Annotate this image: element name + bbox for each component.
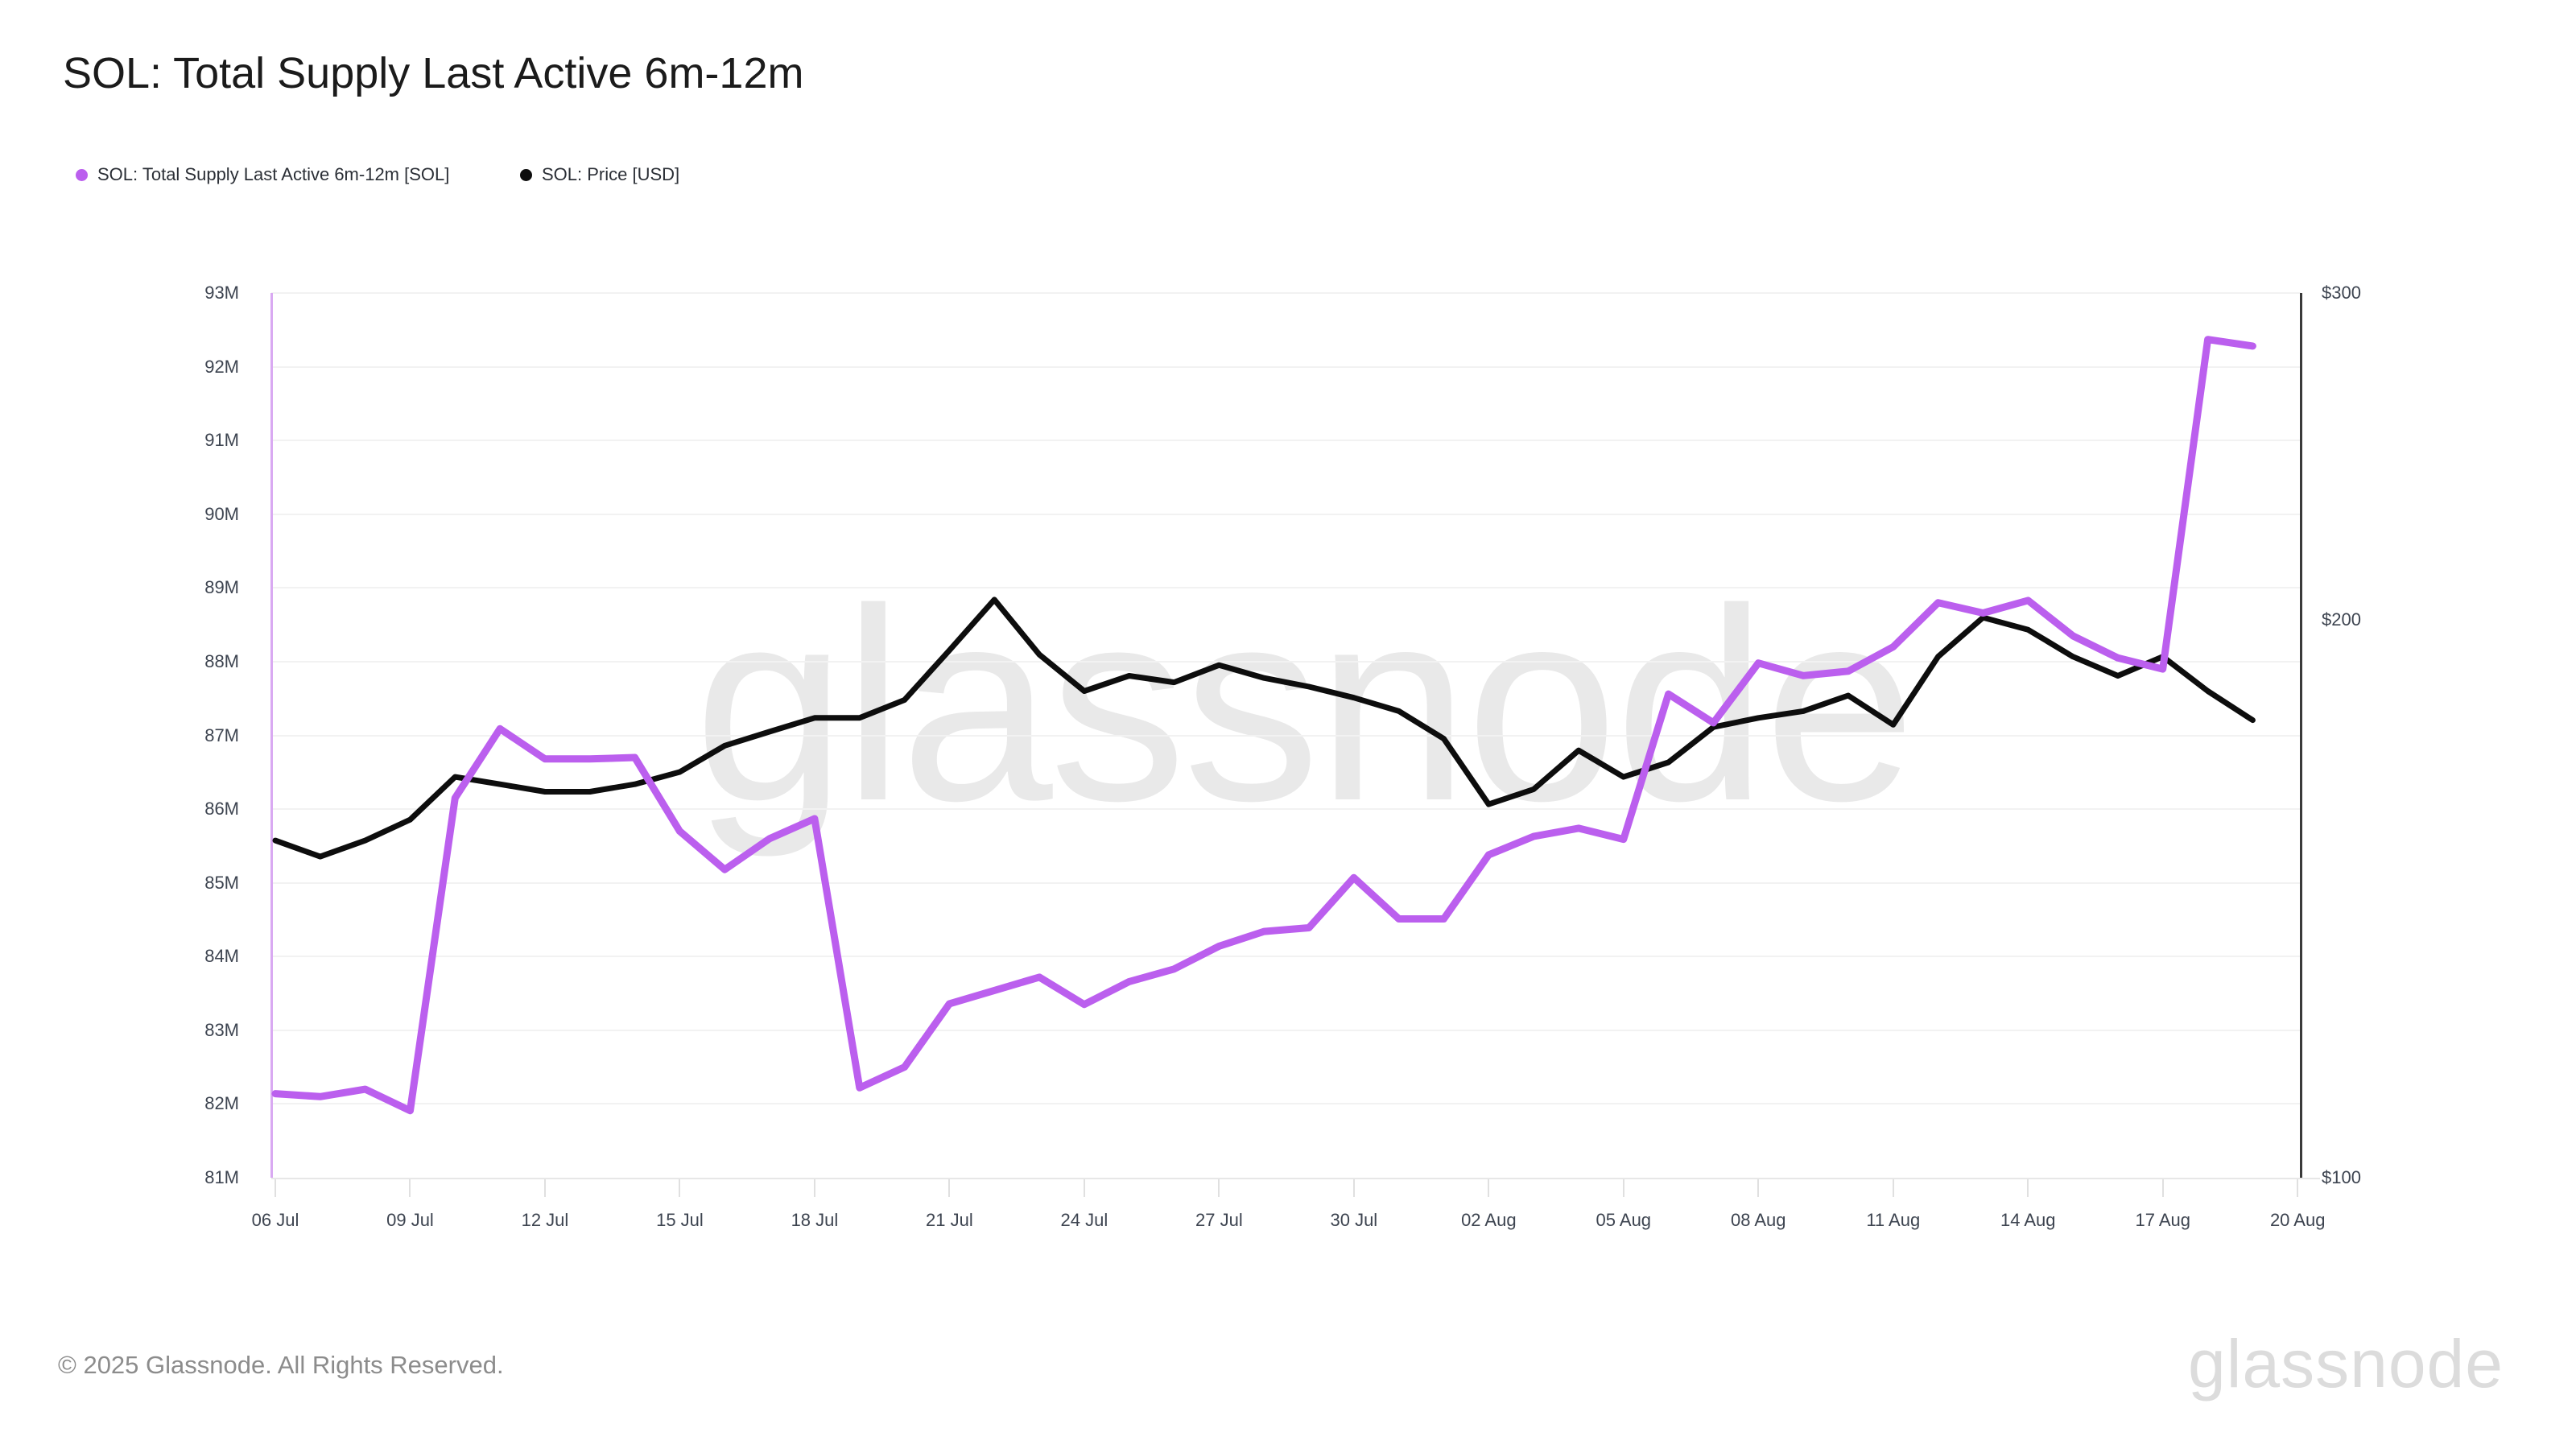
x-axis-label: 15 Jul [656,1210,704,1230]
legend-dot-price-icon [520,168,532,181]
x-axis-tick [679,1179,681,1197]
gridline [271,660,2301,663]
y-axis-label-left: 82M [204,1093,239,1114]
y-axis-label-left: 87M [204,724,239,745]
x-axis-tick [2161,1179,2164,1197]
y-axis-label-left: 83M [204,1019,239,1040]
y-axis-label-left: 91M [204,430,239,451]
glassnode-watermark: glassnode [694,552,1916,858]
glassnode-logo: glassnode [2188,1326,2504,1402]
x-axis-label: 21 Jul [926,1210,973,1230]
x-axis-baseline [271,1178,2320,1179]
gridline [271,808,2301,811]
x-axis-tick [2297,1179,2299,1197]
x-axis-tick [813,1179,815,1197]
legend-item-price[interactable]: SOL: Price [USD] [520,164,679,185]
x-axis-tick [2027,1179,2029,1197]
x-axis-label: 24 Jul [1060,1210,1108,1230]
x-axis-tick [1488,1179,1490,1197]
gridline [271,1029,2301,1031]
y-axis-label-right: $300 [2322,283,2361,303]
y-axis-label-left: 93M [204,283,239,303]
y-axis-label-left: 86M [204,799,239,819]
x-axis-label: 06 Jul [251,1210,299,1230]
x-axis-label: 30 Jul [1330,1210,1378,1230]
y-axis-label-left: 89M [204,577,239,598]
x-axis-tick [1218,1179,1220,1197]
y-axis-label-right: $100 [2322,1167,2361,1187]
gridline [271,365,2301,368]
gridline [271,292,2301,294]
y-axis-label-left: 92M [204,356,239,377]
x-axis-label: 11 Aug [1866,1210,1921,1230]
x-axis-label: 09 Jul [386,1210,434,1230]
y-axis-label-left: 84M [204,946,239,967]
x-axis-tick [1622,1179,1624,1197]
gridline [271,1103,2301,1105]
right-axis-line [2300,293,2302,1178]
x-axis-tick [275,1179,276,1197]
x-axis-tick [1757,1179,1760,1197]
y-axis-label-left: 85M [204,872,239,893]
x-axis-tick [1892,1179,1894,1197]
copyright-text: © 2025 Glassnode. All Rights Reserved. [58,1351,504,1379]
x-axis-label: 02 Aug [1461,1210,1517,1230]
x-axis-tick [409,1179,411,1197]
x-axis-label: 14 Aug [2000,1210,2056,1230]
gridline [271,513,2301,515]
y-axis-label-left: 88M [204,650,239,671]
x-axis-tick [948,1179,951,1197]
gridline [271,587,2301,589]
legend-label-supply: SOL: Total Supply Last Active 6m-12m [SO… [97,164,450,184]
x-axis-label: 08 Aug [1731,1210,1786,1230]
x-axis-tick [543,1179,546,1197]
legend-dot-supply-icon [76,168,88,181]
legend-label-price: SOL: Price [USD] [542,164,680,184]
x-axis-label: 05 Aug [1596,1210,1652,1230]
x-axis-label: 12 Jul [521,1210,569,1230]
x-axis-label: 18 Jul [791,1210,839,1230]
page-title: SOL: Total Supply Last Active 6m-12m [63,49,804,97]
y-axis-label-left: 81M [204,1167,239,1187]
x-axis-label: 17 Aug [2135,1210,2190,1230]
x-axis-tick [1352,1179,1355,1197]
x-axis-label: 27 Jul [1195,1210,1243,1230]
y-axis-label-right: $200 [2322,609,2361,630]
x-axis-label: 20 Aug [2269,1210,2326,1230]
gridline [271,734,2301,737]
y-axis-label-left: 90M [204,503,239,524]
gridline [271,881,2301,884]
legend-item-supply[interactable]: SOL: Total Supply Last Active 6m-12m [SO… [76,164,449,185]
x-axis-tick [1083,1179,1085,1197]
left-axis-line [270,293,273,1178]
gridline [271,440,2301,442]
gridline [271,956,2301,958]
